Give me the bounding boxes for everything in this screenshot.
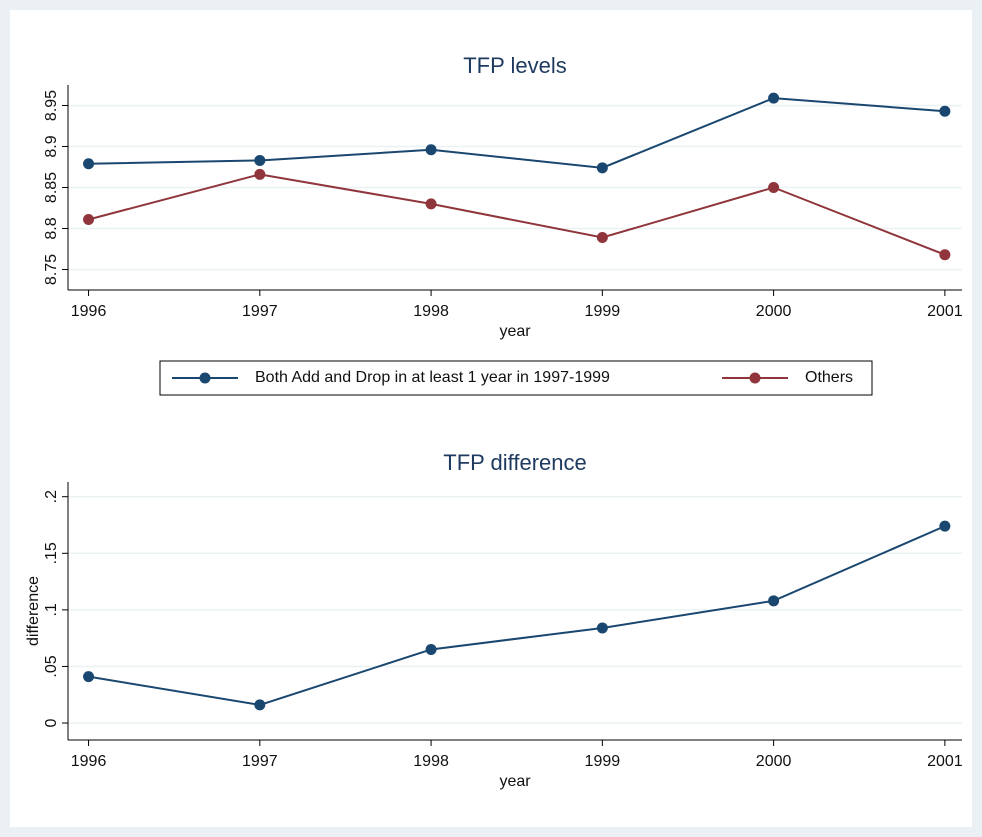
chart-title: TFP difference [443,450,586,475]
data-point [596,232,608,244]
data-point [768,595,780,607]
x-tick-label: 1998 [413,753,449,770]
legend-marker [199,372,211,384]
legend-label: Both Add and Drop in at least 1 year in … [255,369,610,386]
data-point [768,182,780,193]
y-tick-label: 8.95 [43,90,60,121]
x-tick-label: 1997 [242,303,278,320]
data-point [254,699,266,711]
x-tick-label: 1996 [71,753,107,770]
x-tick-label: 2000 [756,303,792,320]
data-point [83,213,95,225]
y-tick-label: 8.8 [43,217,60,239]
y-tick-label: .2 [43,490,60,503]
y-tick-label: .15 [43,542,60,564]
data-point [254,154,266,166]
data-point [596,162,608,174]
data-point [425,144,437,156]
chart-title: TFP levels [463,53,567,78]
data-point [83,671,95,683]
y-tick-label: 8.9 [43,135,60,157]
x-axis-title: year [499,323,531,340]
legend-label: Others [805,369,853,386]
y-tick-label: 8.85 [43,172,60,203]
x-tick-label: 1999 [585,303,621,320]
data-point [83,158,95,170]
x-tick-label: 1998 [413,303,449,320]
data-point [939,105,951,117]
y-tick-label: 8.75 [43,254,60,285]
data-point [939,249,951,261]
data-line [88,525,946,706]
y-tick-label: .05 [43,655,60,677]
data-point [939,520,951,532]
x-tick-label: 1999 [585,753,621,770]
graph-region [10,10,972,827]
x-tick-label: 2001 [927,753,963,770]
x-tick-label: 1996 [71,303,107,320]
data-point [254,168,266,180]
y-tick-label: 0 [43,718,60,727]
data-line [88,97,945,169]
data-point [768,92,780,104]
data-point [596,622,608,634]
data-line [88,173,946,256]
data-point [425,198,437,210]
y-axis-title: difference [25,576,42,646]
x-tick-label: 2001 [927,303,963,320]
legend-marker [749,372,761,384]
y-tick-label: .1 [43,603,60,616]
x-tick-label: 1997 [242,753,278,770]
data-point [425,643,437,655]
x-axis-title: year [499,773,531,790]
x-tick-label: 2000 [756,753,792,770]
